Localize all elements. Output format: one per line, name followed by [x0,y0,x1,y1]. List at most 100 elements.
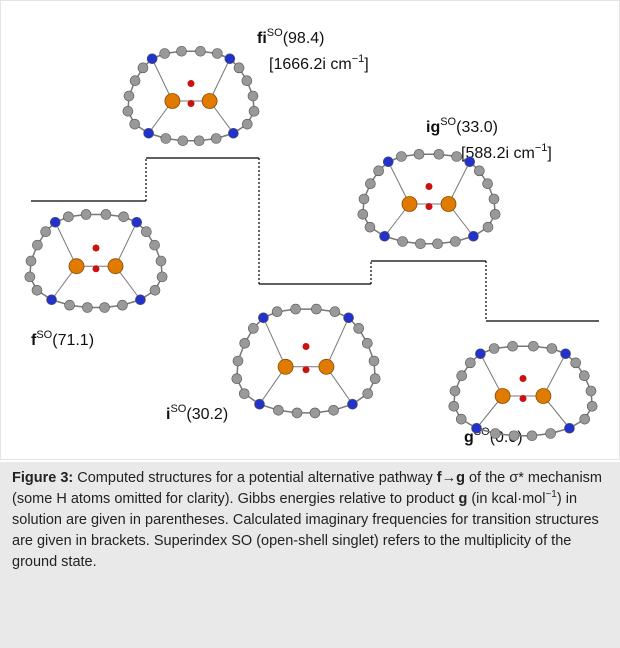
atom [177,46,187,56]
bond [326,318,348,367]
atom [195,46,205,56]
atom [310,408,320,418]
atom [354,323,364,333]
atom [233,356,243,366]
atom [150,285,160,295]
freq-sup: −1 [535,142,548,154]
atom [319,359,334,374]
atom [495,389,510,404]
atom [132,217,142,227]
atom [363,389,373,399]
atom [26,256,36,266]
state-energy: (71.1) [52,332,94,349]
atom [255,399,265,409]
atom [520,395,527,402]
atom [456,414,466,424]
atom [489,343,499,353]
atom [165,94,180,109]
atom [130,76,140,86]
atom [157,272,167,282]
state-label: fiSO(98.4) [257,27,324,47]
atom [396,151,406,161]
caption-text: Computed structures for a potential alte… [73,470,437,486]
atom [359,194,369,204]
state-energy: (30.2) [186,406,228,423]
atom [273,405,283,415]
atom [194,136,204,146]
atom [249,106,259,116]
state-name: ig [426,119,440,136]
atom [580,414,590,424]
molecule [123,46,259,145]
atom [383,157,393,167]
atom [449,401,459,411]
atom [188,100,195,107]
atom [93,245,100,252]
atom [374,166,384,176]
atom [69,259,84,274]
atom [434,149,444,159]
molecule [358,149,500,248]
atom [50,217,60,227]
state-label: igSO(33.0) [426,116,498,136]
caption: Figure 3: Computed structures for a pote… [0,462,620,648]
atom [161,134,171,144]
state-sup: SO [170,403,186,415]
atom [292,408,302,418]
atom [82,303,92,313]
atom [402,197,417,212]
freq-end: ] [547,145,551,162]
state-name: g [464,429,474,446]
atom [452,151,462,161]
atom [586,386,596,396]
caption-bold: f→g [437,470,465,486]
atom [489,194,499,204]
atom [474,166,484,176]
atom [202,94,217,109]
atom [347,399,357,409]
atom [546,429,556,439]
atom [508,341,518,351]
atom [370,374,380,384]
atom [81,209,91,219]
atom [468,231,478,241]
atom [65,300,75,310]
atom [472,423,482,433]
atom [433,239,443,249]
atom [25,272,35,282]
atom [330,307,340,317]
atom [457,371,467,381]
state-sup: SO [440,116,456,128]
atom [528,341,538,351]
atom [248,323,258,333]
atom [465,358,475,368]
atom [450,386,460,396]
atom [225,54,235,64]
caption-bold: g [458,491,467,507]
atom [527,431,537,441]
atom [426,203,433,210]
atom [291,304,301,314]
atom [32,285,42,295]
atom [32,240,42,250]
energy-levels [31,158,599,321]
atom [490,209,500,219]
atom [93,265,100,272]
state-name: fi [257,30,267,47]
atom [311,304,321,314]
atom [240,338,250,348]
atom [398,237,408,247]
molecule [232,304,380,418]
figure: fiSO(98.4) [1666.2i cm−1] fSO(71.1) igSO… [0,0,620,460]
atom [414,149,424,159]
atom [490,429,500,439]
atom [483,222,493,232]
atom [242,119,252,129]
atom [365,222,375,232]
atom [450,237,460,247]
atom [123,106,133,116]
state-energy: (33.0) [456,119,498,136]
page: fiSO(98.4) [1666.2i cm−1] fSO(71.1) igSO… [0,0,620,648]
atom [303,366,310,373]
atom [144,128,154,138]
